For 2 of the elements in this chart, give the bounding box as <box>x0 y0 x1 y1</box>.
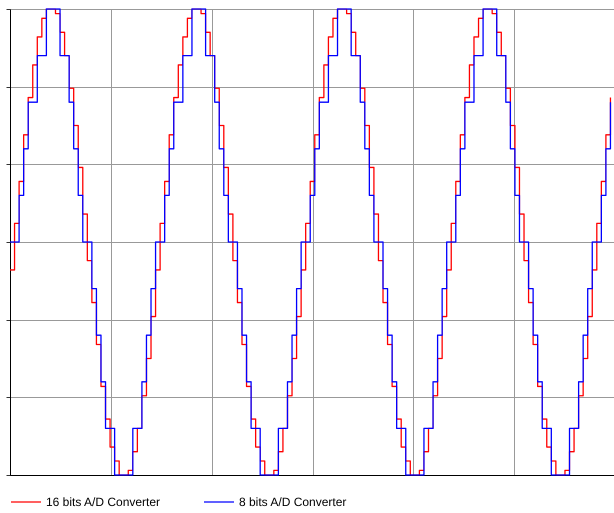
legend-label: 16 bits A/D Converter <box>46 495 160 509</box>
legend-label: 8 bits A/D Converter <box>239 495 346 509</box>
